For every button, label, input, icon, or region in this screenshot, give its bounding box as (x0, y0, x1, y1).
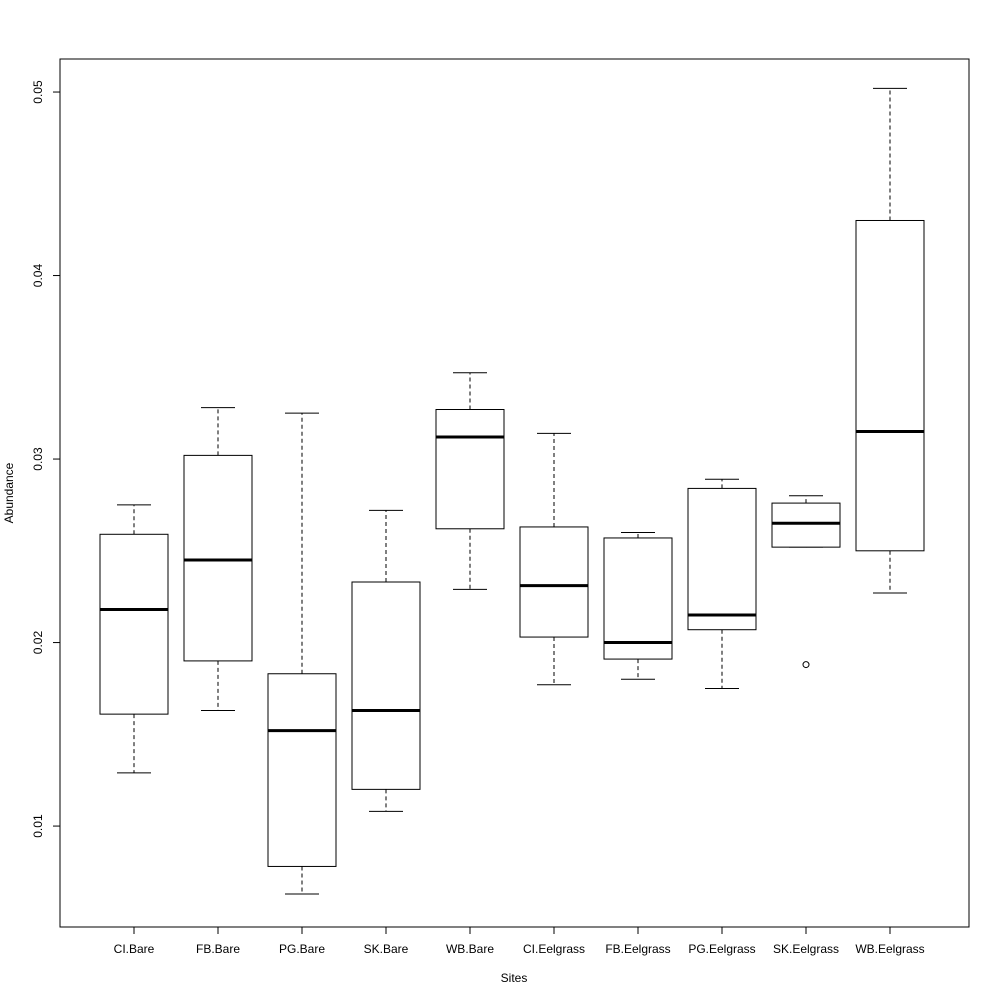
y-tick-label: 0.05 (31, 80, 45, 104)
x-tick-label: FB.Eelgrass (605, 942, 670, 956)
box (855, 219, 925, 552)
box-group (267, 412, 337, 895)
y-tick-label: 0.02 (31, 631, 45, 655)
box (603, 537, 673, 660)
x-tick-label: WB.Bare (446, 942, 494, 956)
y-tick-label: 0.04 (31, 264, 45, 288)
y-axis: 0.01 0.02 0.03 0.04 0.05 (31, 80, 60, 838)
y-tick-label: 0.03 (31, 447, 45, 471)
x-tick-label: CI.Eelgrass (523, 942, 585, 956)
box (771, 502, 841, 548)
boxes-layer (99, 87, 925, 895)
x-tick-label: FB.Bare (196, 942, 240, 956)
box-group (603, 531, 673, 680)
box-group (855, 87, 925, 594)
x-tick-label: PG.Eelgrass (688, 942, 755, 956)
box-group (99, 504, 169, 774)
y-tick-label: 0.01 (31, 814, 45, 838)
x-axis-title: Sites (501, 971, 528, 985)
x-tick-label: CI.Bare (114, 942, 155, 956)
plot-frame (59, 58, 970, 928)
outlier-point (802, 661, 810, 669)
box-group (771, 495, 841, 669)
x-tick-label: SK.Bare (364, 942, 409, 956)
x-tick-label: WB.Eelgrass (855, 942, 924, 956)
x-tick-label: PG.Bare (279, 942, 325, 956)
y-axis-title: Abundance (2, 462, 16, 523)
box (183, 454, 253, 662)
box-group (519, 432, 589, 686)
box-group (435, 372, 505, 590)
x-axis: CI.Bare FB.Bare PG.Bare SK.Bare WB.Bare CI.Ee… (114, 927, 925, 956)
box (687, 487, 757, 631)
box (435, 409, 505, 530)
box-group (687, 478, 757, 689)
x-tick-label: SK.Eelgrass (773, 942, 839, 956)
box-group (183, 407, 253, 711)
box (519, 526, 589, 638)
box (99, 533, 169, 715)
box-group (351, 509, 421, 812)
box (351, 581, 421, 790)
box (267, 673, 337, 867)
